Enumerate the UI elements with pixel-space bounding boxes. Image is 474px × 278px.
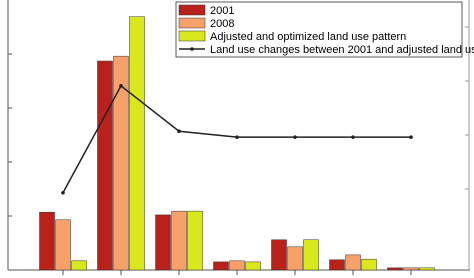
bar [97,60,113,271]
bar [287,246,303,271]
bar [303,239,319,271]
bar [129,16,145,271]
legend-swatch [178,17,206,29]
bar [187,210,203,271]
bar [171,210,187,271]
bar [71,260,87,271]
line-marker [119,84,123,88]
legend-label: 2001 [210,5,234,17]
line-marker [293,135,297,139]
bar [361,258,377,271]
legend-label: 2008 [210,18,234,30]
line-marker [235,135,239,139]
bar [39,211,55,271]
bar [113,55,129,271]
legend-swatch [178,30,206,42]
legend-label: Land use changes between 2001 and adjust… [210,44,474,56]
legend-swatch [178,4,206,16]
bar [245,261,261,271]
line-marker [351,135,355,139]
bar [229,260,245,271]
bar [387,267,403,271]
bar [403,267,419,271]
bar [329,259,345,271]
legend-box [175,1,463,58]
bar [55,219,71,271]
legend-label: Adjusted and optimized land use pattern [210,31,406,43]
legend-swatch [190,47,194,51]
bar [271,239,287,271]
line-marker [409,135,413,139]
bar [155,214,171,271]
bar [213,261,229,271]
bar [345,254,361,271]
bar [419,267,435,271]
line-marker [61,190,65,195]
line-marker [177,129,181,134]
